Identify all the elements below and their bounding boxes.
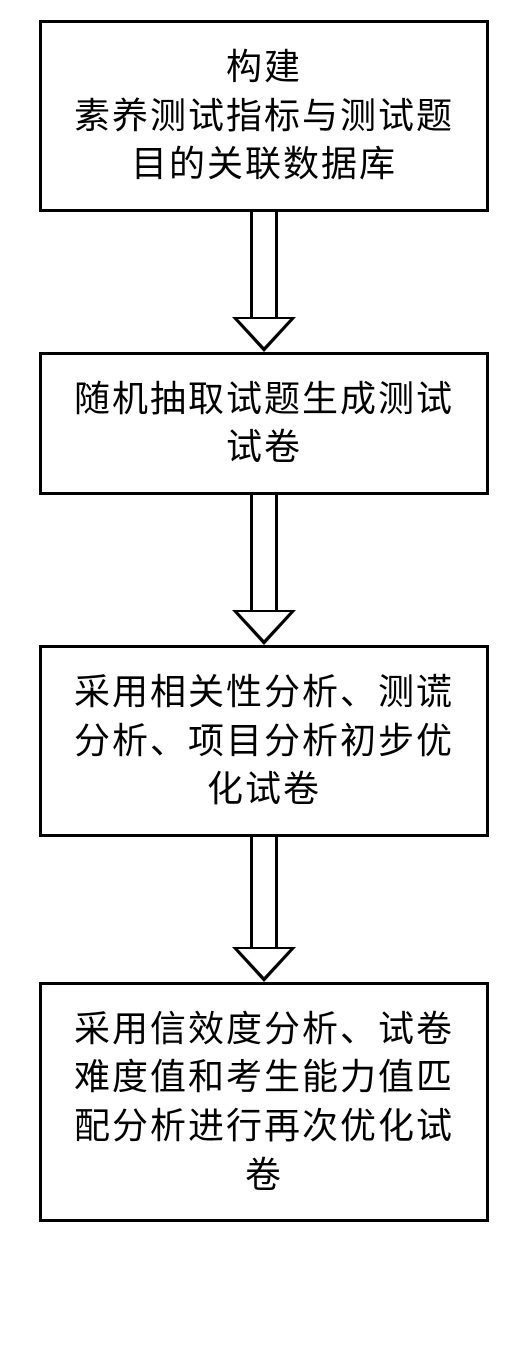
flowchart-node-2: 随机抽取试题生成测试试卷 [39, 352, 489, 495]
flowchart-arrow-2 [232, 495, 296, 645]
flowchart-node-4: 采用信效度分析、试卷难度值和考生能力值匹配分析进行再次优化试卷 [39, 982, 489, 1222]
node-label: 采用信效度分析、试卷难度值和考生能力值匹配分析进行再次优化试卷 [74, 1009, 454, 1195]
arrow-line [250, 837, 278, 947]
node-text: 构建素养测试指标与测试题目的关联数据库 [67, 43, 461, 189]
flowchart-arrow-1 [232, 212, 296, 352]
flowchart-node-3: 采用相关性分析、测谎分析、项目分析初步优化试卷 [39, 645, 489, 837]
arrow-line [250, 495, 278, 610]
node-text: 随机抽取试题生成测试试卷 [67, 375, 461, 472]
node-label: 构建素养测试指标与测试题目的关联数据库 [74, 47, 454, 184]
flowchart-node-1: 构建素养测试指标与测试题目的关联数据库 [39, 20, 489, 212]
node-text: 采用信效度分析、试卷难度值和考生能力值匹配分析进行再次优化试卷 [67, 1005, 461, 1199]
node-text: 采用相关性分析、测谎分析、项目分析初步优化试卷 [67, 668, 461, 814]
arrow-head-icon [232, 317, 296, 352]
arrow-head-icon [232, 610, 296, 645]
flowchart-container: 构建素养测试指标与测试题目的关联数据库 随机抽取试题生成测试试卷 采用相关性分析… [0, 20, 528, 1222]
arrow-line [250, 212, 278, 317]
arrow-head-icon [232, 947, 296, 982]
node-label: 采用相关性分析、测谎分析、项目分析初步优化试卷 [74, 672, 454, 809]
node-label: 随机抽取试题生成测试试卷 [74, 379, 454, 468]
flowchart-arrow-3 [232, 837, 296, 982]
